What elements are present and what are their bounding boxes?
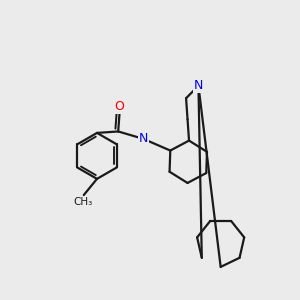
Text: N: N [139,132,148,145]
Text: CH₃: CH₃ [74,196,93,206]
Text: N: N [194,79,203,92]
Text: O: O [115,100,124,112]
